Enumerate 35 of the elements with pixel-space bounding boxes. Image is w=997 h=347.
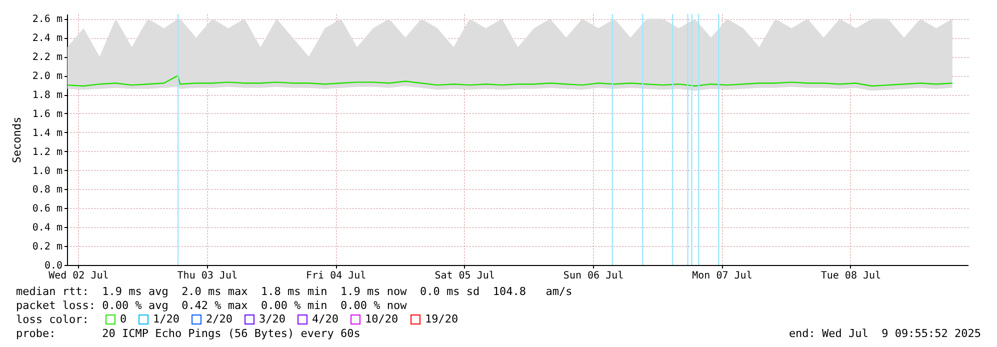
x-tick-label: Thu 03 Jul — [177, 270, 238, 282]
text: packet loss: 0.00 % avg 0.42 % max 0.00 % min 0.00 % now — [16, 299, 407, 312]
y-tick-label: 2.4 m — [32, 33, 62, 44]
x-tick-label: Mon 07 Jul — [692, 270, 752, 282]
x-tick-label: Wed 02 Jul — [48, 270, 109, 282]
legend-label: 10/20 — [365, 312, 398, 326]
y-tick-label: 2.2 m — [32, 52, 62, 64]
legend-label: 4/20 — [312, 312, 338, 326]
y-tick-label: 0.4 m — [32, 222, 62, 234]
y-tick-label: 1.8 m — [32, 90, 62, 102]
text: median rtt: 1.9 ms avg 2.0 ms max 1.8 ms min 1.9 ms now 0.0 ms sd 104.8 am/s — [16, 285, 572, 298]
legend-label: 0 — [120, 312, 127, 326]
y-tick-label: 0.0 — [44, 260, 62, 272]
x-tick-label: Sun 06 Jul — [563, 270, 624, 282]
text: end: Wed Jul 9 09:55:52 2025 — [788, 327, 981, 340]
legend-title: loss color: — [16, 313, 89, 326]
y-axis-title: Seconds — [10, 116, 24, 164]
legend-label: 2/20 — [206, 312, 232, 326]
y-tick-label: 0.8 m — [32, 184, 62, 196]
y-tick-label: 0.6 m — [32, 204, 62, 215]
y-tick-label: 1.2 m — [32, 146, 62, 158]
y-tick-label: 2.0 m — [32, 71, 62, 82]
y-tick-label: 0.2 m — [32, 242, 62, 253]
y-tick-label: 1.0 m — [32, 166, 62, 177]
y-tick-label: 2.6 m — [32, 14, 62, 26]
legend-label: 19/20 — [425, 312, 458, 326]
y-tick-label: 1.4 m — [32, 128, 62, 139]
x-tick-label: Tue 08 Jul — [820, 270, 882, 282]
text: probe: 20 ICMP Echo Pings (56 Bytes) every 60s — [16, 327, 360, 340]
x-tick-label: Fri 04 Jul — [306, 270, 366, 282]
legend-label: 1/20 — [153, 312, 180, 326]
y-tick-label: 1.6 m — [32, 108, 62, 120]
legend-label: 3/20 — [259, 312, 286, 326]
x-tick-label: Sat 05 Jul — [434, 270, 495, 282]
line-series — [66, 74, 953, 87]
